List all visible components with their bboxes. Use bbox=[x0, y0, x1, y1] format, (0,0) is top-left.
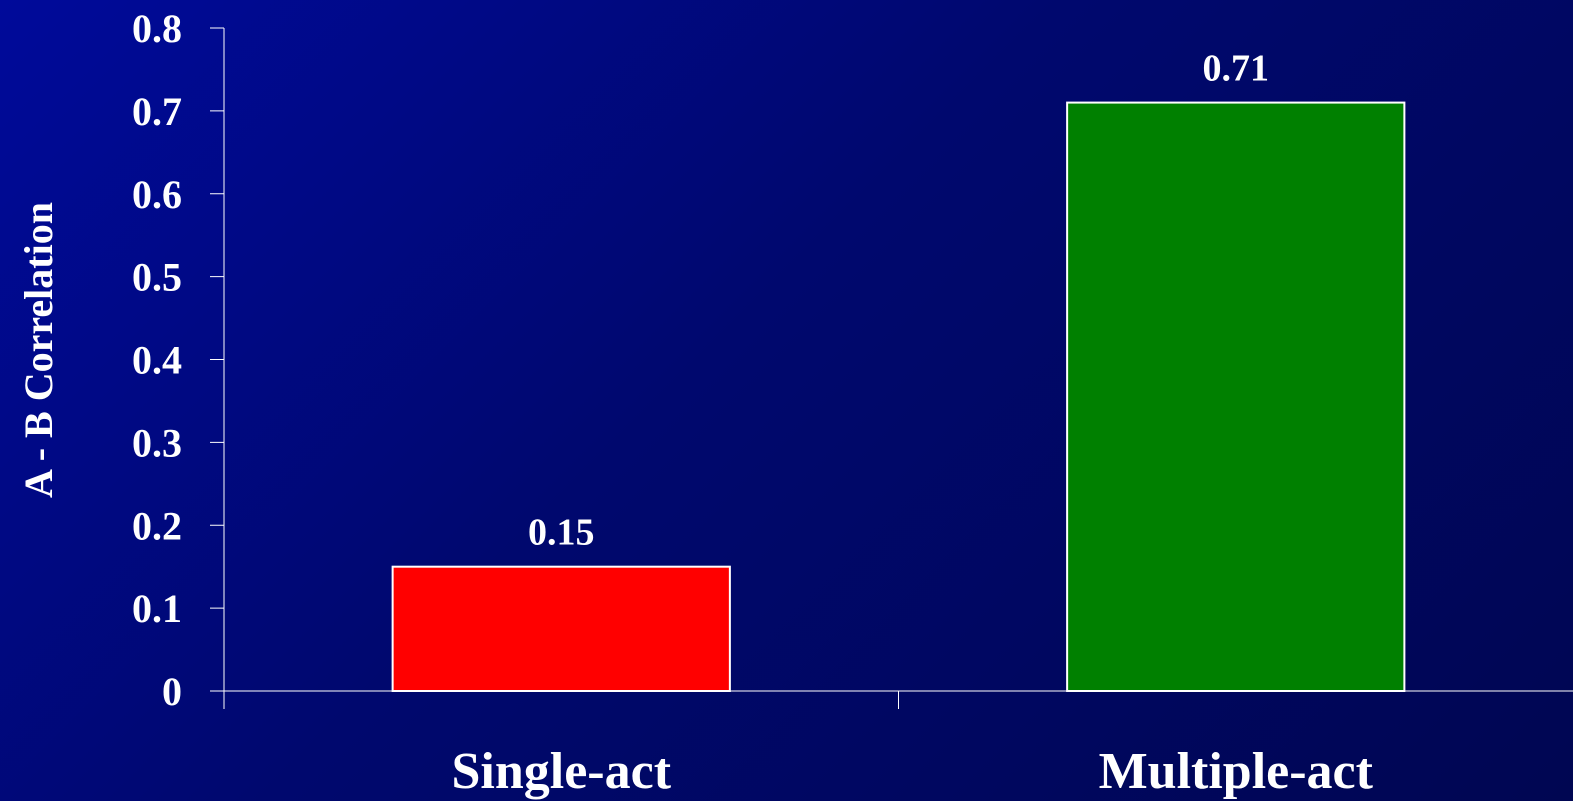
y-tick-label: 0.2 bbox=[132, 503, 182, 548]
y-tick-label: 0.3 bbox=[132, 420, 182, 465]
y-tick-label: 0 bbox=[162, 669, 182, 714]
bar bbox=[391, 565, 731, 692]
y-axis-title: A - B Correlation bbox=[16, 202, 61, 498]
data-label: 0.15 bbox=[528, 512, 595, 554]
data-label: 0.71 bbox=[1203, 48, 1270, 90]
y-tick-label: 0.5 bbox=[132, 255, 182, 300]
bar bbox=[1066, 101, 1406, 692]
x-category-label: Single-act bbox=[451, 743, 671, 800]
labels: 0 0.1 0.2 0.3 0.4 0.5 0.6 0.7 0.8 0.15 Single-act 0… bbox=[132, 6, 1374, 800]
y-tick-label: 0.6 bbox=[132, 172, 182, 217]
y-tick-label: 0.1 bbox=[132, 586, 182, 631]
y-tick-label: 0.4 bbox=[132, 338, 182, 383]
y-tick-label: 0.7 bbox=[132, 89, 182, 134]
bars bbox=[391, 101, 1406, 692]
y-tick-label: 0.8 bbox=[132, 6, 182, 51]
x-category-label: Multiple-act bbox=[1099, 743, 1374, 800]
